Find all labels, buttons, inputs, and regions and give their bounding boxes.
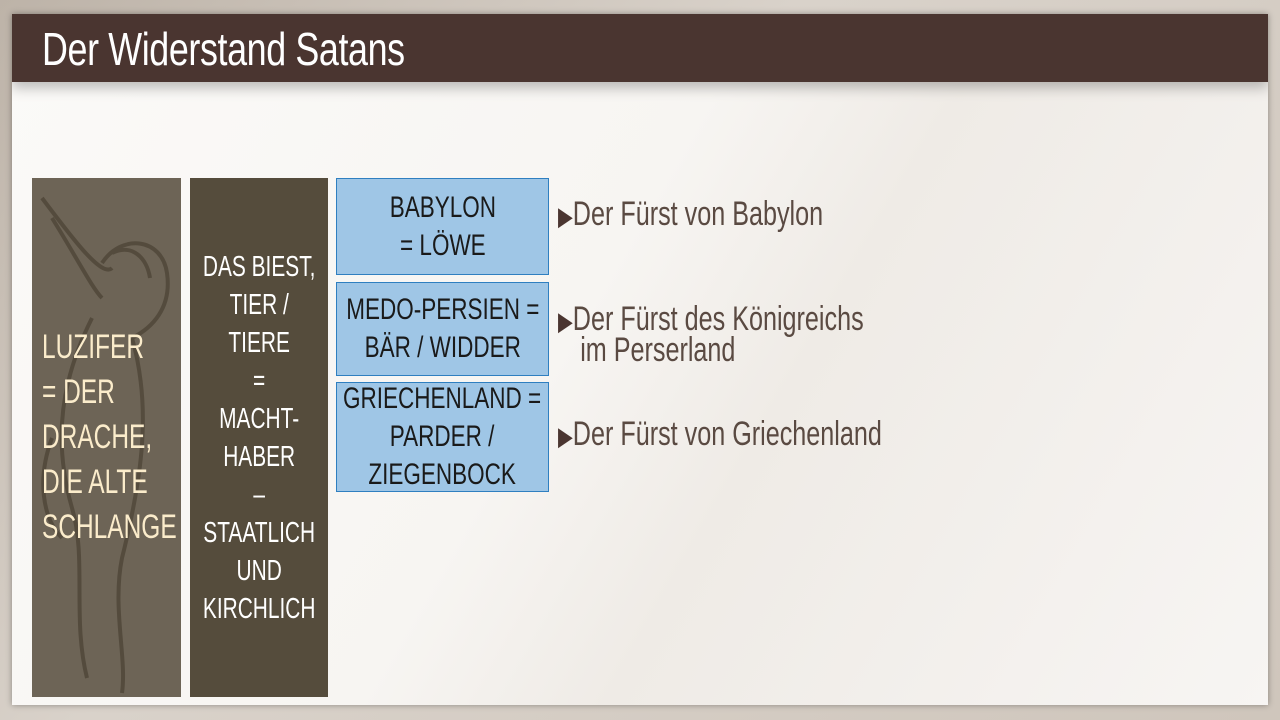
title-bar: Der Widerstand Satans: [12, 14, 1268, 82]
text-line: DRACHE,: [42, 418, 153, 456]
bullet-text: im Perserland: [580, 331, 736, 369]
text-line: PARDER /: [390, 420, 495, 453]
beast-text: DAS BIEST, TIER / TIERE = MACHT- HABER –…: [203, 248, 316, 628]
text-line: ZIEGENBOCK: [368, 458, 517, 491]
text-line: MACHT-: [218, 402, 300, 435]
triangle-bullet-icon: ▶: [558, 306, 573, 336]
text-line: LUZIFER: [42, 328, 145, 366]
text-line: = DER: [42, 373, 115, 411]
text-line: UND: [236, 554, 282, 587]
text-line: = LÖWE: [399, 228, 486, 262]
text-line: DIE ALTE: [42, 463, 148, 501]
beast-column: DAS BIEST, TIER / TIERE = MACHT- HABER –…: [190, 178, 328, 697]
triangle-bullet-icon: ▶: [558, 421, 573, 451]
text-line: SCHLANGE: [42, 508, 177, 546]
text-line: BÄR / WIDDER: [364, 331, 521, 364]
kingdom-box-babylon: BABYLON = LÖWE: [336, 178, 549, 275]
kingdom-box-greece: GRIECHENLAND = PARDER / ZIEGENBOCK: [336, 382, 549, 492]
text-line: =: [252, 364, 266, 397]
prince-greece: ▶Der Fürst von Griechenland: [558, 417, 882, 451]
bullet-text: Der Fürst von Griechenland: [572, 415, 882, 453]
text-line: BABYLON: [389, 190, 496, 224]
bullet-text: Der Fürst des Königreichs: [572, 300, 864, 338]
text-line: –: [253, 478, 265, 511]
kingdom-box-medo-persia: MEDO-PERSIEN = BÄR / WIDDER: [336, 282, 549, 376]
text-line: DAS BIEST,: [202, 250, 316, 283]
angel-illustration-icon: [40, 196, 170, 694]
text-line: TIER /: [229, 288, 289, 321]
text-line: HABER: [223, 440, 295, 473]
triangle-bullet-icon: ▶: [558, 201, 573, 231]
lucifer-text: LUZIFER = DER DRACHE, DIE ALTE SCHLANGE: [42, 325, 177, 550]
text-line: GRIECHENLAND =: [343, 382, 542, 415]
kingdom-text: MEDO-PERSIEN = BÄR / WIDDER: [346, 291, 539, 367]
slide: Der Widerstand Satans LUZIFER = DER DRAC…: [12, 14, 1268, 705]
prince-babylon: ▶Der Fürst von Babylon: [558, 197, 823, 231]
kingdom-text: GRIECHENLAND = PARDER / ZIEGENBOCK: [343, 380, 541, 494]
text-line: MEDO-PERSIEN =: [345, 293, 540, 326]
text-line: TIERE: [228, 326, 290, 359]
text-line: KIRCHLICH: [202, 592, 316, 625]
lucifer-column: LUZIFER = DER DRACHE, DIE ALTE SCHLANGE: [32, 178, 181, 697]
bullet-text: Der Fürst von Babylon: [572, 195, 824, 233]
slide-title: Der Widerstand Satans: [42, 23, 405, 75]
text-line: STAATLICH: [203, 516, 315, 549]
prince-persia: ▶Der Fürst des Königreichs im Perserland: [558, 302, 864, 369]
kingdom-text: BABYLON = LÖWE: [389, 189, 495, 265]
